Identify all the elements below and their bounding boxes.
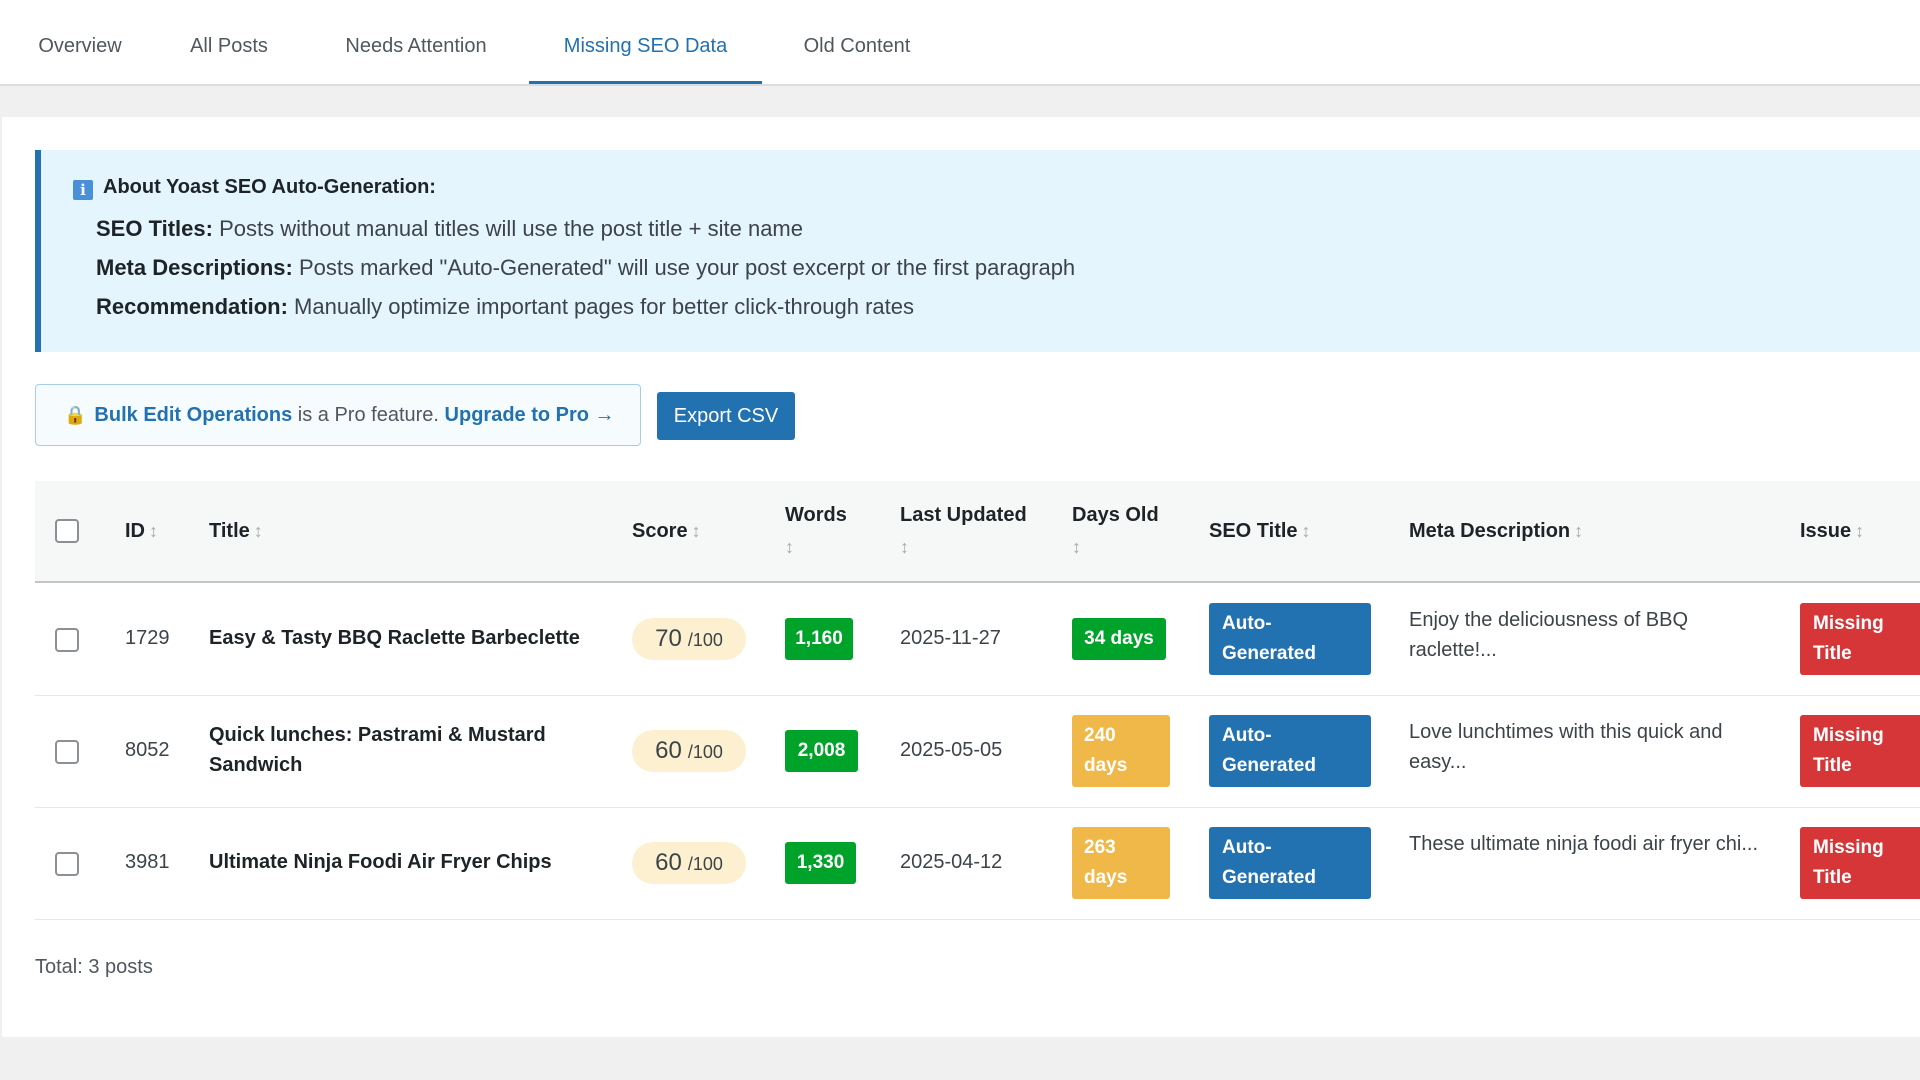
table-row: 8052 Quick lunches: Pastrami & Mustard S… <box>35 695 1920 808</box>
table-row: 1729 Easy & Tasty BBQ Raclette Barbeclet… <box>35 583 1920 696</box>
score-max: /100 <box>687 854 723 874</box>
tab-missing-seo-data[interactable]: Missing SEO Data <box>529 0 762 84</box>
column-header-score[interactable]: Score ↕ <box>632 515 701 547</box>
seo-title-badge: Auto-Generated <box>1209 715 1371 787</box>
score-max: /100 <box>687 742 723 762</box>
notice-label: Recommendation: <box>96 294 288 319</box>
sort-icon: ↕ <box>691 521 701 541</box>
post-id: 1729 <box>125 627 170 649</box>
notice-text: Manually optimize important pages for be… <box>294 294 914 319</box>
meta-description: Enjoy the deliciousness of BBQ raclette!… <box>1409 609 1689 661</box>
column-header-title[interactable]: Title ↕ <box>209 515 263 547</box>
days-old-badge: 34 days <box>1072 618 1166 660</box>
score-badge: 60/100 <box>632 842 746 884</box>
notice-label: Meta Descriptions: <box>96 255 293 280</box>
sort-icon: ↕ <box>900 537 909 557</box>
notice-line-seo-titles: SEO Titles: Posts without manual titles … <box>96 216 803 242</box>
column-header-last-updated[interactable]: Last Updated ↕ <box>900 499 1027 563</box>
column-header-label: SEO Title <box>1209 520 1298 542</box>
notice-label: SEO Titles: <box>96 216 213 241</box>
issue-badge: Missing Title <box>1800 827 1920 899</box>
last-updated: 2025-05-05 <box>900 739 1003 761</box>
tab-overview[interactable]: Overview <box>38 35 122 57</box>
tab-old-content[interactable]: Old Content <box>803 35 911 57</box>
score-badge: 60/100 <box>632 730 746 772</box>
post-title[interactable]: Quick lunches: Pastrami & Mustard Sandwi… <box>209 724 546 776</box>
pro-feature-notice: 🔒 Bulk Edit Operations is a Pro feature. … <box>35 384 641 446</box>
sort-icon: ↕ <box>785 537 794 557</box>
table-header: ID ↕ Title ↕ Score ↕ Words ↕ Last Updated ↕ D… <box>35 481 1920 583</box>
row-checkbox[interactable] <box>55 628 79 652</box>
column-header-label: Issue <box>1800 520 1852 542</box>
sort-icon: ↕ <box>149 521 158 541</box>
issue-badge: Missing Title <box>1800 715 1920 787</box>
notice-line-meta-descriptions: Meta Descriptions: Posts marked "Auto-Ge… <box>96 255 1075 281</box>
post-title[interactable]: Ultimate Ninja Foodi Air Fryer Chips <box>209 851 552 873</box>
word-count-badge: 1,160 <box>785 618 853 660</box>
days-old-badge: 263 days <box>1072 827 1170 899</box>
bulk-edit-link[interactable]: Bulk Edit Operations <box>94 404 293 426</box>
sort-icon: ↕ <box>253 521 263 541</box>
days-old-badge: 240 days <box>1072 715 1170 787</box>
export-csv-button[interactable]: Export CSV <box>657 392 795 440</box>
notice-text: Posts without manual titles will use the… <box>219 216 803 241</box>
seo-title-badge: Auto-Generated <box>1209 603 1371 675</box>
score-badge: 70/100 <box>632 618 746 660</box>
post-title[interactable]: Easy & Tasty BBQ Raclette Barbeclette <box>209 627 580 649</box>
tab-all-posts[interactable]: All Posts <box>190 35 268 57</box>
post-id: 8052 <box>125 739 170 761</box>
sort-icon: ↕ <box>1574 521 1584 541</box>
column-header-label: Words <box>785 504 847 526</box>
score-value: 60 <box>655 849 682 876</box>
word-count-badge: 1,330 <box>785 842 856 884</box>
post-id: 3981 <box>125 851 170 873</box>
column-header-meta-description[interactable]: Meta Description ↕ <box>1409 515 1583 547</box>
column-header-label: Last Updated <box>900 504 1027 526</box>
notice-heading-text: About Yoast SEO Auto-Generation: <box>103 176 436 198</box>
column-header-seo-title[interactable]: SEO Title ↕ <box>1209 515 1311 547</box>
column-header-label: ID <box>125 520 145 542</box>
seo-title-badge: Auto-Generated <box>1209 827 1371 899</box>
info-notice: i About Yoast SEO Auto-Generation: SEO Ti… <box>35 150 1920 352</box>
column-header-label: Days Old <box>1072 504 1159 526</box>
page-footer-area <box>0 1037 1920 1080</box>
issue-badge: Missing Title <box>1800 603 1920 675</box>
last-updated: 2025-11-27 <box>900 627 1001 649</box>
last-updated: 2025-04-12 <box>900 851 1003 873</box>
score-value: 60 <box>655 737 682 764</box>
table-row: 3981 Ultimate Ninja Foodi Air Fryer Chip… <box>35 807 1920 920</box>
score-max: /100 <box>687 630 723 650</box>
notice-line-recommendation: Recommendation: Manually optimize import… <box>96 294 914 320</box>
lock-icon: 🔒 <box>64 405 87 425</box>
column-header-issue[interactable]: Issue ↕ <box>1800 515 1864 547</box>
total-posts-count: Total: 3 posts <box>35 956 153 978</box>
notice-heading: i About Yoast SEO Auto-Generation: <box>73 176 436 200</box>
column-header-id[interactable]: ID ↕ <box>125 515 158 547</box>
score-value: 70 <box>655 625 682 652</box>
tab-needs-attention[interactable]: Needs Attention <box>345 35 487 57</box>
row-checkbox[interactable] <box>55 852 79 876</box>
column-header-words[interactable]: Words ↕ <box>785 499 847 563</box>
word-count-badge: 2,008 <box>785 730 858 772</box>
column-header-label: Meta Description <box>1409 520 1571 542</box>
notice-text: Posts marked "Auto-Generated" will use y… <box>298 255 1076 280</box>
select-all-checkbox[interactable] <box>55 519 79 543</box>
tab-bar: Overview All Posts Needs Attention Missi… <box>0 0 1920 86</box>
row-checkbox[interactable] <box>55 740 79 764</box>
sort-icon: ↕ <box>1072 537 1081 557</box>
column-header-label: Score <box>632 520 688 542</box>
meta-description: These ultimate ninja foodi air fryer chi… <box>1409 833 1759 855</box>
pro-feature-text: is a Pro feature. <box>292 404 445 426</box>
column-header-days-old[interactable]: Days Old ↕ <box>1072 499 1159 563</box>
meta-description: Love lunchtimes with this quick and easy… <box>1409 721 1723 773</box>
column-header-label: Title <box>209 520 250 542</box>
sort-icon: ↕ <box>1301 521 1311 541</box>
info-icon: i <box>73 180 93 200</box>
upgrade-to-pro-link[interactable]: Upgrade to Pro → <box>444 404 615 426</box>
sort-icon: ↕ <box>1855 521 1865 541</box>
